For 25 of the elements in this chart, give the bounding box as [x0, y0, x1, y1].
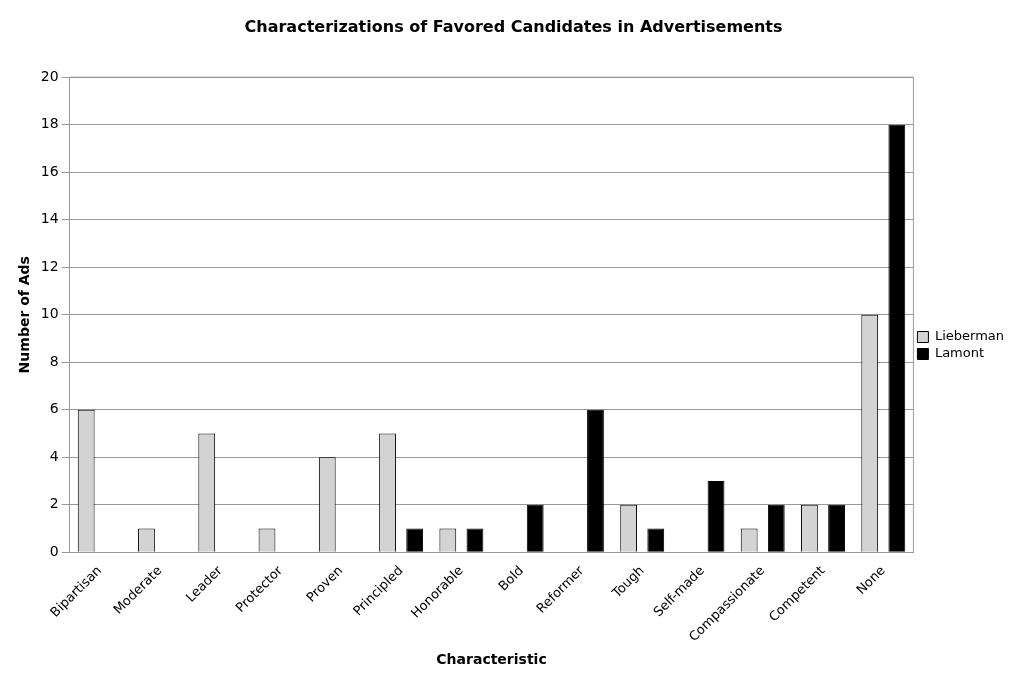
bar: [406, 528, 424, 552]
y-tick-label: 10: [40, 305, 59, 322]
y-tick-label: 4: [49, 447, 59, 464]
legend-label: Lieberman: [934, 328, 1005, 344]
bar: [707, 480, 725, 552]
x-axis-title: Characteristic: [436, 651, 547, 668]
bar: [828, 504, 845, 552]
bar: [587, 409, 604, 552]
chart-title: Characterizations of Favored Candidates in Advertisements: [244, 16, 783, 36]
y-tick-label: 14: [40, 210, 59, 227]
y-tick-label: 12: [40, 257, 59, 274]
bar: [466, 528, 484, 552]
y-tick-label: 20: [40, 67, 59, 84]
legend-label: Lamont: [934, 345, 985, 361]
y-tick-label: 8: [49, 352, 59, 369]
y-tick-label: 16: [40, 162, 59, 179]
y-tick-label: 18: [40, 115, 59, 132]
bar: [647, 528, 665, 552]
y-axis-title: Number of Ads: [16, 256, 33, 374]
bar: [888, 124, 906, 552]
bar: [767, 504, 785, 552]
bar: [526, 504, 544, 552]
y-tick-label: 2: [49, 495, 59, 512]
y-tick-label: 0: [49, 542, 59, 559]
y-tick-label: 6: [49, 400, 59, 417]
